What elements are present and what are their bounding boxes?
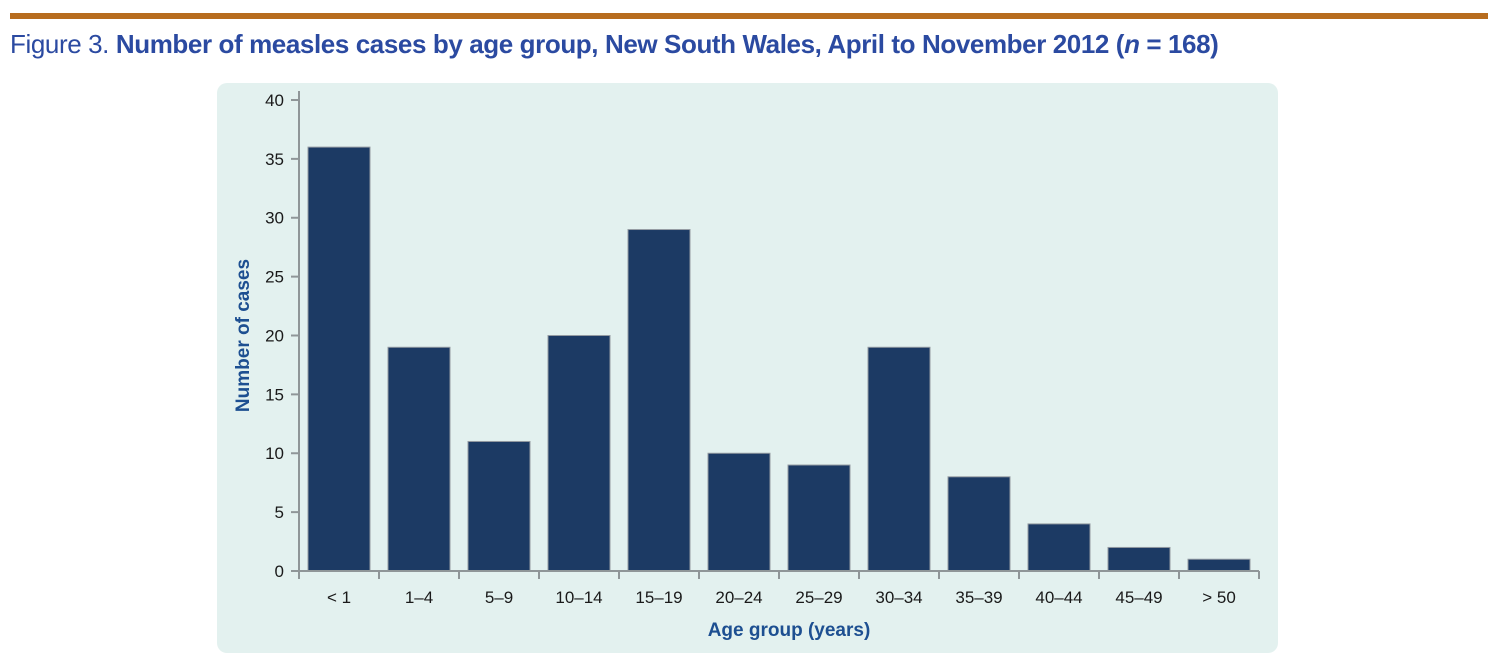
bar-> 50	[1187, 558, 1251, 572]
bar-1–4	[387, 346, 451, 572]
x-tick-label: 10–14	[555, 588, 602, 607]
bar-20–24	[707, 452, 771, 572]
x-tick-label: 15–19	[635, 588, 682, 607]
x-tick-label: > 50	[1202, 588, 1236, 607]
figure-caption: Figure 3. Number of measles cases by age…	[10, 29, 1219, 60]
x-tick-label: 35–39	[955, 588, 1002, 607]
y-tick-label: 25	[265, 268, 284, 287]
x-tick-label: 25–29	[795, 588, 842, 607]
bar-35–39	[947, 476, 1011, 572]
chart-panel: 0 5 10 15 20 25 30 35 40 < 1 1–4 5–9 10–14 15–19 20–24…	[217, 83, 1278, 653]
x-tick-label: 5–9	[485, 588, 513, 607]
y-tick-label: 30	[265, 209, 284, 228]
x-tick-label: < 1	[327, 588, 351, 607]
bar-45–49	[1107, 546, 1171, 572]
bar-chart: 0 5 10 15 20 25 30 35 40 < 1 1–4 5–9 10–14 15–19 20–24…	[233, 91, 1260, 641]
y-tick-label: 5	[275, 503, 284, 522]
bar-< 1	[307, 146, 371, 572]
y-tick-label: 10	[265, 444, 284, 463]
y-axis-title: Number of cases	[233, 259, 254, 412]
figure-label: Figure 3.	[10, 29, 110, 59]
bar-25–29	[787, 464, 851, 572]
x-tick-label: 40–44	[1035, 588, 1082, 607]
bar-30–34	[867, 346, 931, 572]
bar-5–9	[467, 440, 531, 572]
bar-10–14	[547, 335, 611, 572]
y-tick-label: 20	[265, 326, 284, 345]
x-axis-title: Age group (years)	[708, 620, 871, 641]
y-tick-label: 15	[265, 385, 284, 404]
x-tick-label: 30–34	[875, 588, 922, 607]
y-tick-label: 40	[265, 91, 284, 110]
y-tick-label: 0	[275, 562, 284, 581]
figure-title: Number of measles cases by age group, Ne…	[115, 29, 1125, 59]
figure-title-n-symbol: n	[1124, 29, 1140, 59]
x-tick-label: 1–4	[405, 588, 433, 607]
accent-rule	[10, 13, 1488, 19]
y-tick-label: 35	[265, 150, 284, 169]
x-tick-label: 45–49	[1115, 588, 1162, 607]
figure-title-suffix: = 168)	[1139, 29, 1219, 59]
x-tick-label: 20–24	[715, 588, 762, 607]
bar-40–44	[1027, 523, 1091, 572]
bar-15–19	[627, 229, 691, 572]
